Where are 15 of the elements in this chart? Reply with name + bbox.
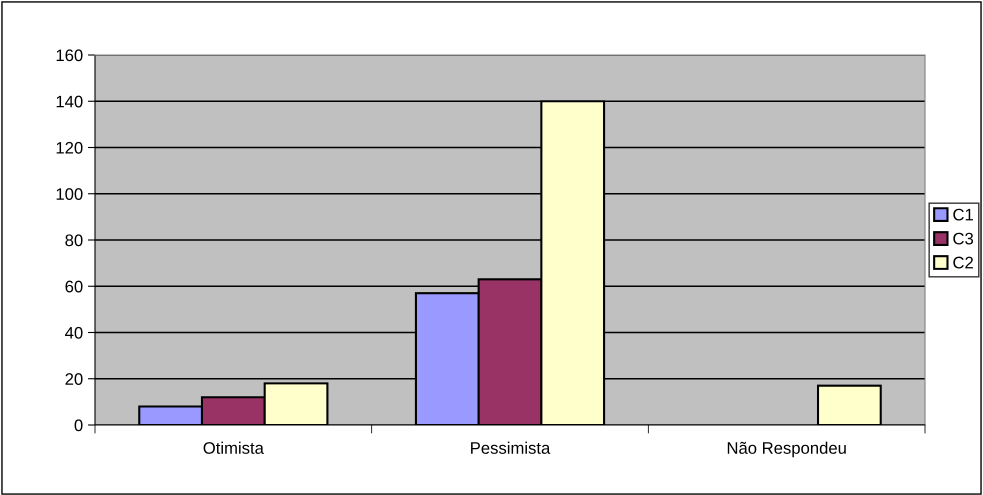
- y-tick-label: 100: [56, 188, 83, 200]
- y-tick-label: 120: [56, 142, 83, 154]
- y-tick-label: 60: [66, 280, 83, 292]
- y-tick-label: 160: [56, 49, 83, 62]
- legend-label: C3: [953, 232, 974, 245]
- y-tick-label: 140: [56, 96, 83, 108]
- y-tick-label: 0: [74, 419, 83, 432]
- y-tick-label: 20: [65, 373, 83, 385]
- legend-label: C2: [953, 256, 973, 268]
- y-tick-label: 40: [65, 326, 83, 339]
- x-tick-label: Otimista: [204, 442, 264, 454]
- x-tick-label: Pessimista: [471, 442, 550, 454]
- legend-label: C1: [953, 208, 973, 221]
- y-tick-label: 80: [65, 234, 83, 246]
- x-tick-label: Não Respondeu: [728, 442, 846, 458]
